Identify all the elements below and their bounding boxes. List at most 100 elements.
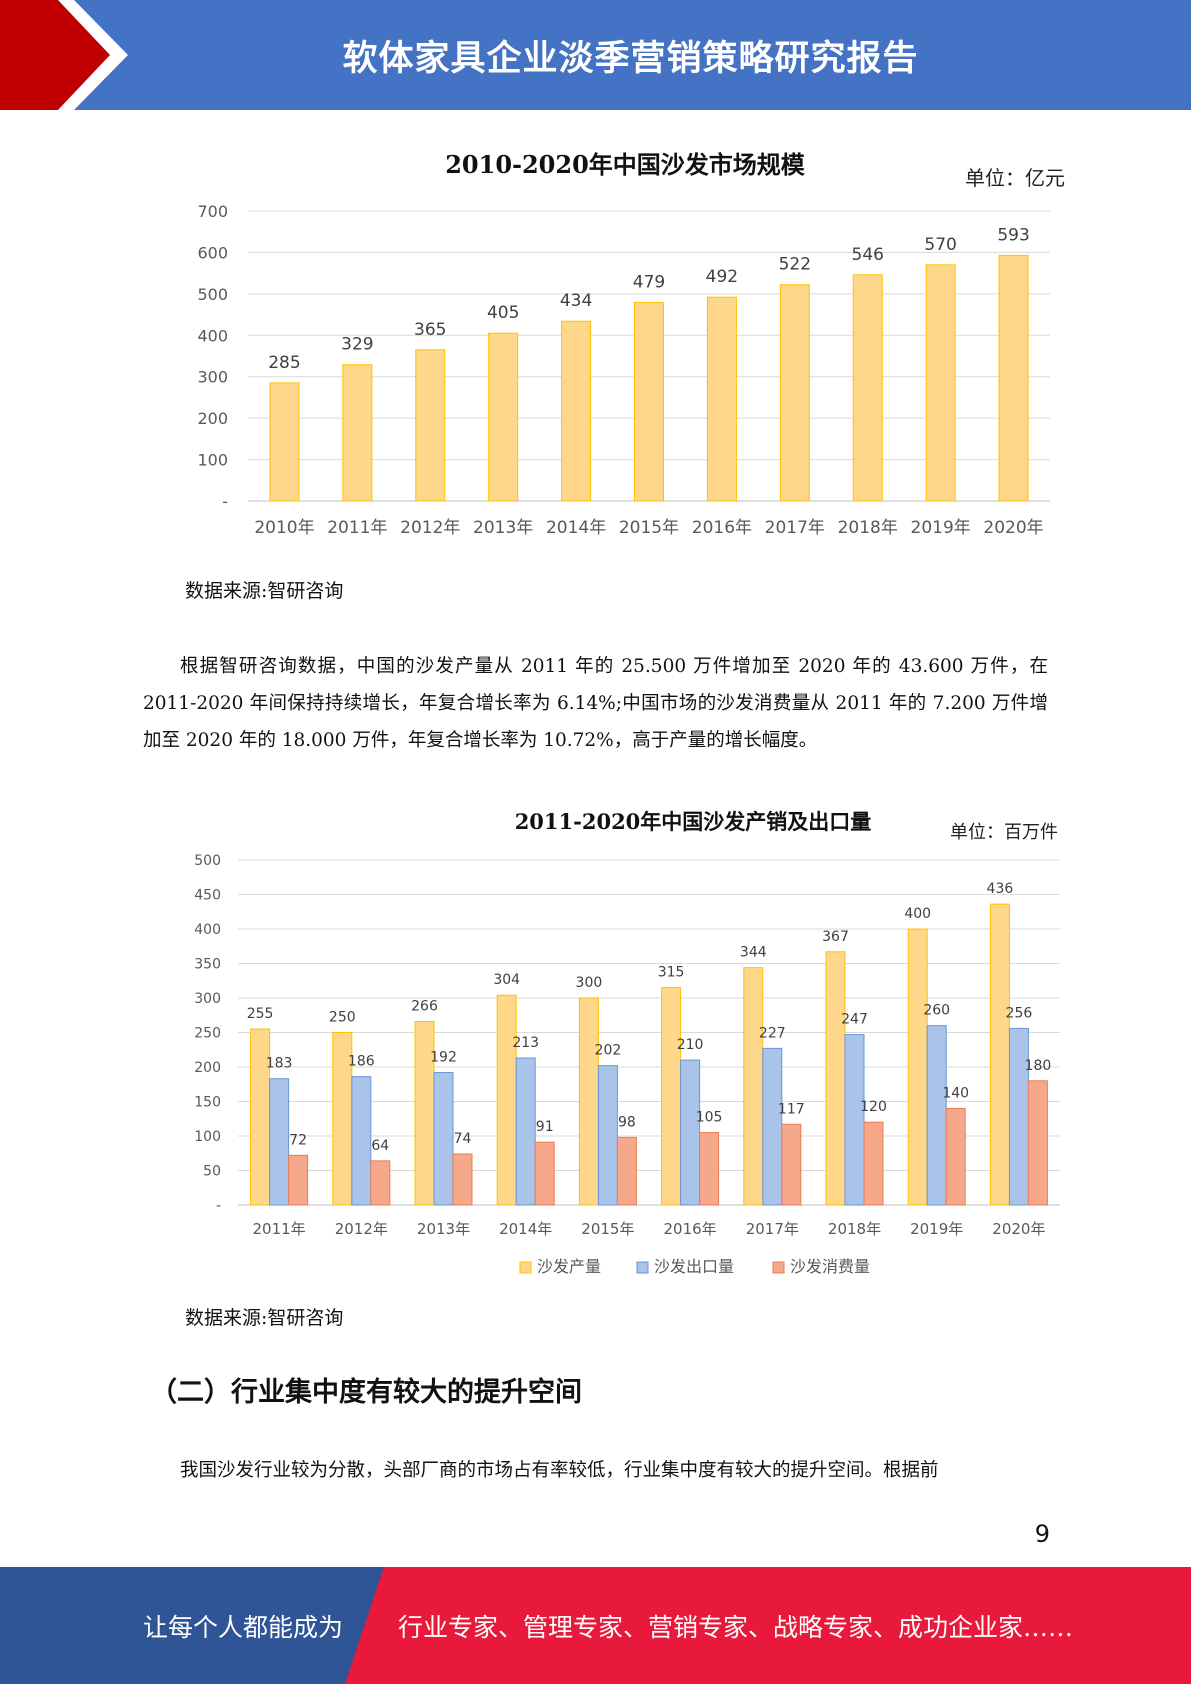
bar — [1008, 1027, 1029, 1206]
data-label: 260 — [923, 1003, 950, 1019]
y-tick-label: - — [216, 1198, 221, 1214]
data-label: 593 — [997, 225, 1029, 245]
data-label: 546 — [852, 245, 884, 265]
data-label: 285 — [268, 353, 300, 373]
data-label: 365 — [414, 320, 446, 340]
data-label: 256 — [1006, 1005, 1033, 1021]
y-tick-label: 50 — [203, 1164, 221, 1180]
bar — [288, 1154, 309, 1206]
x-tick-label: 2011年 — [327, 518, 387, 538]
y-tick-label: 100 — [197, 451, 228, 470]
data-label: 250 — [329, 1010, 356, 1026]
data-label: 105 — [696, 1110, 723, 1126]
bar — [269, 1078, 290, 1206]
x-tick-label: 2020年 — [983, 518, 1043, 538]
bar — [561, 320, 592, 502]
y-tick-label: 300 — [197, 368, 228, 387]
production-export-chart: 2011-2020年中国沙发产销及出口量 单位：百万件 255 183 72 250 1… — [194, 809, 1060, 1276]
bar — [515, 1057, 536, 1206]
bar — [342, 364, 373, 502]
bar — [699, 1132, 720, 1206]
x-tick-label: 2015年 — [619, 518, 679, 538]
bar — [743, 967, 764, 1206]
bar — [680, 1059, 701, 1206]
data-label: 367 — [822, 929, 849, 945]
bar — [825, 951, 846, 1206]
data-label: 117 — [778, 1101, 805, 1117]
chart-title: 2010-2020年中国沙发市场规模 — [445, 150, 806, 179]
data-source-1: 数据来源:智研咨询 — [185, 580, 344, 602]
data-label: 186 — [348, 1054, 375, 1070]
data-label: 98 — [618, 1114, 636, 1130]
chart-unit-label: 单位：百万件 — [950, 822, 1058, 843]
data-label: 255 — [247, 1006, 274, 1022]
y-tick-label: 500 — [197, 285, 228, 304]
x-tick-label: 2013年 — [417, 1220, 470, 1238]
data-label: 213 — [512, 1035, 539, 1051]
bar — [488, 332, 519, 502]
x-tick-label: 2015年 — [581, 1220, 634, 1238]
y-tick-label: 100 — [194, 1129, 221, 1145]
data-label: 227 — [759, 1025, 786, 1041]
x-tick-label: 2019年 — [910, 1220, 963, 1238]
bar — [578, 997, 599, 1206]
document-title: 软体家具企业淡季营销策略研究报告 — [342, 38, 919, 79]
y-tick-label: 200 — [197, 409, 228, 428]
data-label: 400 — [904, 906, 931, 922]
data-label: 434 — [560, 291, 592, 311]
bar — [781, 1123, 802, 1206]
x-tick-label: 2013年 — [473, 518, 533, 538]
bar — [433, 1072, 454, 1206]
bar — [844, 1034, 865, 1206]
x-tick-label: 2016年 — [692, 518, 752, 538]
x-tick-label: 2012年 — [335, 1220, 388, 1238]
data-label: 300 — [576, 975, 603, 991]
y-tick-label: 150 — [194, 1095, 221, 1111]
body-paragraph-2: 我国沙发行业较为分散，头部厂商的市场占有率较低，行业集中度有较大的提升空间。根据… — [180, 1460, 939, 1481]
data-label: 202 — [595, 1043, 622, 1059]
data-label: 344 — [740, 945, 767, 961]
bar — [415, 349, 446, 502]
x-tick-label: 2020年 — [992, 1220, 1045, 1238]
y-tick-label: 500 — [194, 853, 221, 869]
legend-swatch — [519, 1261, 532, 1274]
legend-swatch — [772, 1261, 785, 1274]
data-label: 140 — [942, 1085, 969, 1101]
bar — [852, 274, 883, 502]
x-tick-label: 2018年 — [838, 518, 898, 538]
x-tick-label: 2011年 — [253, 1220, 306, 1238]
data-label: 522 — [779, 255, 811, 275]
page-footer: 让每个人都能成为 行业专家、管理专家、营销专家、战略专家、成功企业家…… — [0, 1567, 1191, 1684]
bar — [926, 1025, 947, 1206]
data-label: 72 — [289, 1132, 307, 1148]
bar — [269, 382, 300, 502]
bar — [496, 994, 517, 1206]
y-tick-label: 350 — [194, 957, 221, 973]
data-label: 405 — [487, 303, 519, 323]
legend-label: 沙发消费量 — [790, 1257, 870, 1276]
legend-label: 沙发产量 — [537, 1257, 601, 1276]
x-tick-label: 2017年 — [765, 518, 825, 538]
data-source-2: 数据来源:智研咨询 — [185, 1307, 344, 1329]
bar — [452, 1153, 473, 1206]
y-tick-label: 200 — [194, 1060, 221, 1076]
bar — [534, 1141, 555, 1206]
data-label: 315 — [658, 965, 685, 981]
bar — [706, 296, 737, 502]
legend-swatch — [636, 1261, 649, 1274]
data-label: 210 — [677, 1037, 704, 1053]
data-label: 479 — [633, 273, 665, 293]
page-number: 9 — [1034, 1520, 1050, 1548]
data-label: 436 — [987, 881, 1014, 897]
y-tick-label: 600 — [197, 243, 228, 262]
page-header: 软体家具企业淡季营销策略研究报告 — [0, 0, 1191, 110]
body-paragraph-1: 根据智研咨询数据，中国的沙发产量从 2011 年的 25.500 万件增加至 2… — [143, 656, 1048, 751]
y-tick-label: 250 — [194, 1026, 221, 1042]
y-tick-label: - — [222, 492, 228, 511]
bar — [945, 1107, 966, 1206]
x-tick-label: 2012年 — [400, 518, 460, 538]
bar — [661, 987, 682, 1206]
data-label: 247 — [841, 1012, 868, 1028]
data-label: 304 — [493, 972, 520, 988]
section-heading: （二）行业集中度有较大的提升空间 — [150, 1377, 582, 1408]
